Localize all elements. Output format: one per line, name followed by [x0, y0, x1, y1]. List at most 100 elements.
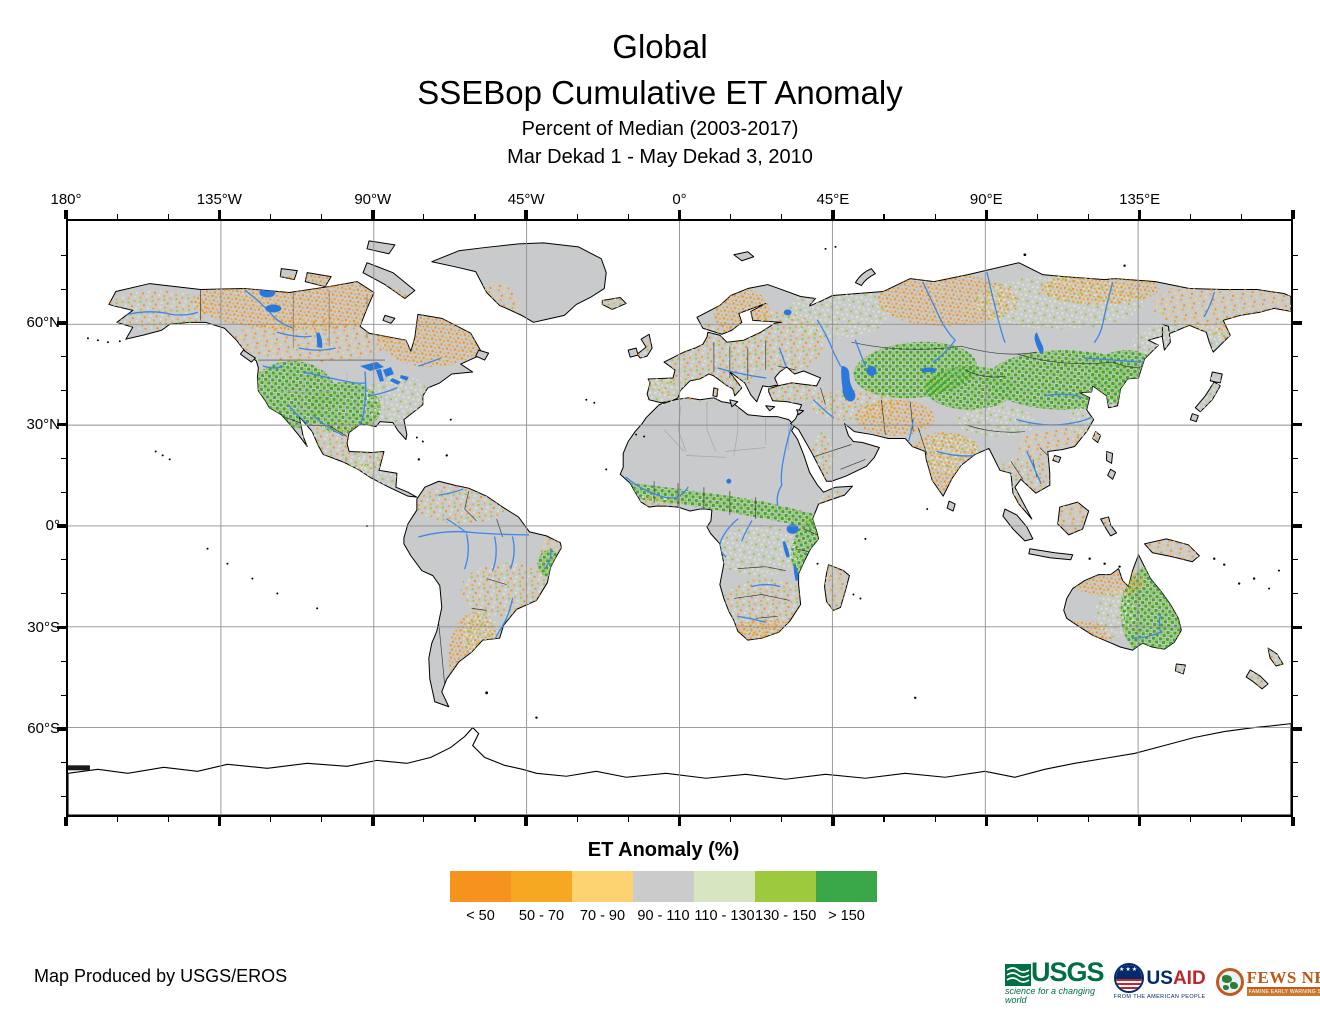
tick [217, 817, 222, 826]
sicily [729, 399, 739, 408]
ellesmere-island [366, 240, 396, 255]
tick [1036, 214, 1038, 219]
page-subtitle-dates: Mar Dekad 1 - May Dekad 3, 2010 [507, 146, 813, 168]
antarctica-coast-fragment [68, 765, 90, 771]
lon-axis-label: 0° [672, 191, 687, 208]
usaid-logo: ★★★ USAID FROM THE AMERICAN PEOPLE [1113, 963, 1206, 1001]
tick [57, 625, 66, 630]
sri-lanka [946, 500, 956, 512]
tick [1293, 321, 1302, 325]
legend-label: 50 - 70 [518, 908, 565, 924]
vancouver-island [239, 349, 256, 363]
tick [1293, 491, 1298, 493]
mindanao [1107, 468, 1117, 480]
tick [321, 214, 323, 219]
graticule [68, 221, 1291, 815]
baffin-island [362, 262, 416, 299]
tick [1293, 288, 1298, 290]
tick [883, 214, 885, 219]
legend-class: 70 - 90 [572, 871, 633, 924]
tick [1293, 727, 1302, 731]
svalbard [733, 251, 755, 262]
tick [677, 817, 682, 826]
lon-axis-label: 45°E [816, 191, 850, 208]
tick [61, 694, 66, 696]
tick [1293, 796, 1298, 798]
usaid-wordmark-us: US [1146, 967, 1173, 989]
tick [1293, 524, 1302, 528]
tick [934, 817, 936, 822]
tick [1036, 817, 1038, 822]
java [1028, 548, 1074, 561]
tick [61, 593, 66, 595]
fewsnet-logo: FEWS NET FAMINE EARLY WARNING SYSTEMS NE… [1215, 968, 1320, 996]
tick [116, 214, 118, 219]
kyushu [1189, 413, 1199, 423]
tick [1293, 625, 1302, 630]
ireland [627, 347, 639, 358]
tick [1293, 762, 1298, 764]
tick [730, 817, 732, 822]
tick [730, 214, 732, 219]
legend-swatch [572, 871, 633, 902]
tick [423, 817, 425, 822]
tick [1291, 210, 1295, 219]
small-islands [86, 245, 1281, 719]
tick [269, 214, 272, 219]
tick [61, 356, 66, 358]
tick [984, 210, 988, 219]
lat-axis-label: 60°S [27, 720, 60, 737]
crete [765, 405, 776, 412]
tick [1293, 694, 1298, 696]
tick [1293, 390, 1298, 392]
southampton-island [382, 314, 396, 324]
lon-axis-label: 90°E [969, 191, 1003, 208]
tick [474, 817, 476, 822]
tick [524, 817, 528, 826]
legend-label: 130 - 150 [755, 908, 817, 924]
lon-axis-label: 180° [50, 191, 82, 208]
fewsnet-wordmark: FEWS NET [1246, 969, 1320, 989]
lat-axis-label: 60°N [26, 314, 60, 331]
tick [61, 559, 66, 561]
tick [64, 817, 68, 826]
legend-label: 90 - 110 [637, 908, 690, 924]
tick [576, 817, 578, 822]
lat-axis-label: 30°S [27, 618, 60, 636]
tick [321, 817, 323, 822]
legend-label: 70 - 90 [579, 908, 626, 924]
tick [781, 214, 783, 219]
tick [474, 214, 476, 219]
tick [371, 210, 375, 219]
tick [57, 524, 66, 528]
tick [1293, 593, 1298, 595]
novaya-zemlya [854, 268, 876, 287]
tick [1293, 422, 1302, 427]
lon-axis-label: 135°W [196, 191, 242, 208]
tick [831, 210, 835, 219]
legend-swatch [450, 871, 511, 902]
tick [524, 210, 528, 219]
usaid-tagline: FROM THE AMERICAN PEOPLE [1113, 994, 1206, 1001]
legend-swatch [694, 871, 755, 902]
tick [61, 254, 66, 256]
tick [64, 210, 68, 219]
usgs-wave-icon [1005, 964, 1031, 986]
tick [116, 817, 118, 822]
tick [1293, 457, 1298, 459]
tick [61, 288, 66, 290]
legend-title: ET Anomaly (%) [587, 839, 740, 861]
tick [1293, 254, 1298, 256]
legend-swatch [511, 871, 572, 902]
tick [883, 817, 885, 822]
logo-strip: USGS science for a changing world ★★★ US… [1005, 956, 1320, 1008]
legend-class: < 50 [450, 871, 511, 924]
tick [167, 214, 169, 219]
tick [1291, 817, 1295, 826]
legend-swatch [755, 871, 816, 902]
lakes [259, 287, 1044, 581]
rivers [119, 272, 1215, 647]
lat-axis-label: 30°N [26, 415, 60, 433]
tick [1293, 660, 1298, 662]
